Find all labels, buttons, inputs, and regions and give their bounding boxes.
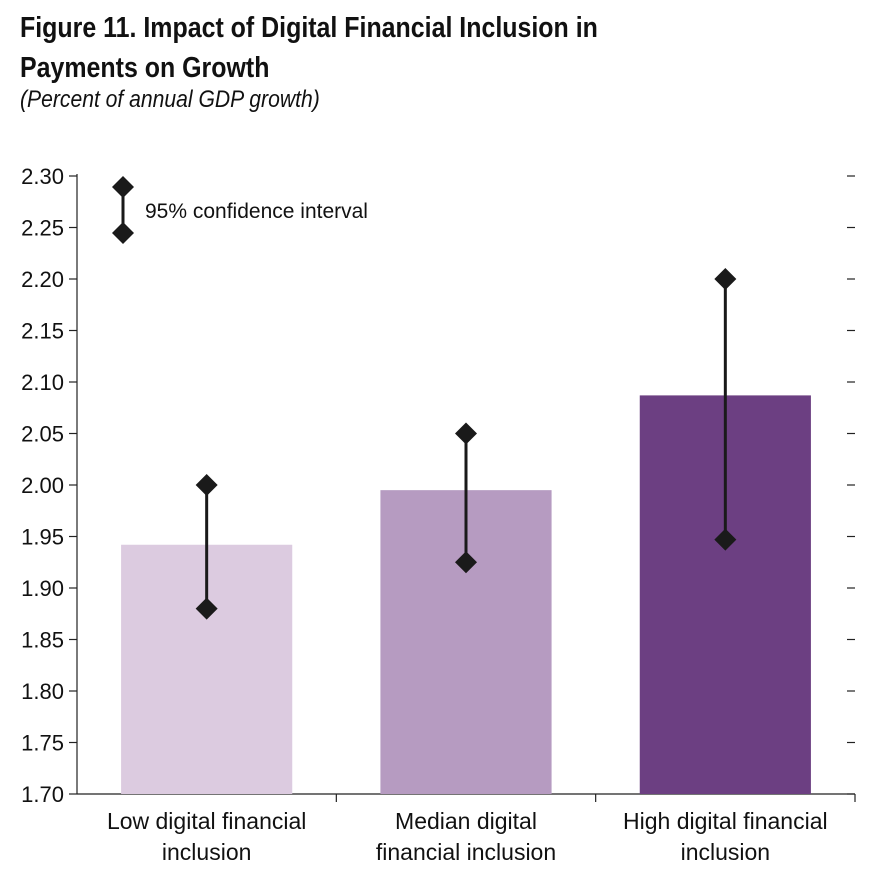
y-tick-label: 1.75 [21, 731, 64, 756]
ci-lower-marker [714, 528, 737, 551]
ci-lower-marker [455, 551, 477, 574]
x-category-label: inclusion [681, 839, 771, 865]
x-axis-labels: Low digital financial inclusion Median dig… [107, 808, 828, 865]
x-category-label: High digital financial [623, 808, 828, 834]
x-category-label: Median digital [395, 808, 537, 834]
chart-title-line-2: Payments on Growth [20, 52, 270, 84]
y-tick-label: 1.85 [21, 628, 64, 653]
x-category-label: financial inclusion [376, 839, 556, 865]
y-tick-label: 1.95 [21, 525, 64, 550]
x-category-label: Low digital financial [107, 808, 306, 834]
y-tick-label: 2.15 [21, 319, 64, 344]
x-category-label: inclusion [162, 839, 252, 865]
legend-label: 95% confidence interval [145, 200, 368, 223]
chart-title: Figure 11. Impact of Digital Financial I… [20, 8, 742, 88]
ci-upper-marker [714, 268, 737, 290]
ci-lower-marker [195, 597, 218, 620]
y-tick-label: 2.05 [21, 422, 64, 447]
error-bars [195, 268, 737, 620]
chart-title-line-1: Figure 11. Impact of Digital Financial I… [20, 12, 598, 44]
ci-upper-marker [195, 474, 218, 496]
legend-upper-marker [112, 176, 134, 198]
y-tick-label: 2.25 [21, 216, 64, 241]
ci-upper-marker [455, 422, 477, 445]
chart-subtitle: (Percent of annual GDP growth) [20, 86, 320, 113]
y-tick-label: 2.00 [21, 473, 64, 498]
y-tick-label: 2.20 [21, 267, 64, 292]
legend: 95% confidence interval [112, 176, 368, 244]
legend-lower-marker [112, 222, 134, 244]
y-tick-label: 1.70 [21, 782, 64, 807]
y-tick-label: 1.80 [21, 679, 64, 704]
y-tick-label: 2.10 [21, 370, 64, 395]
y-tick-label: 2.30 [21, 164, 64, 189]
y-tick-label: 1.90 [21, 576, 64, 601]
